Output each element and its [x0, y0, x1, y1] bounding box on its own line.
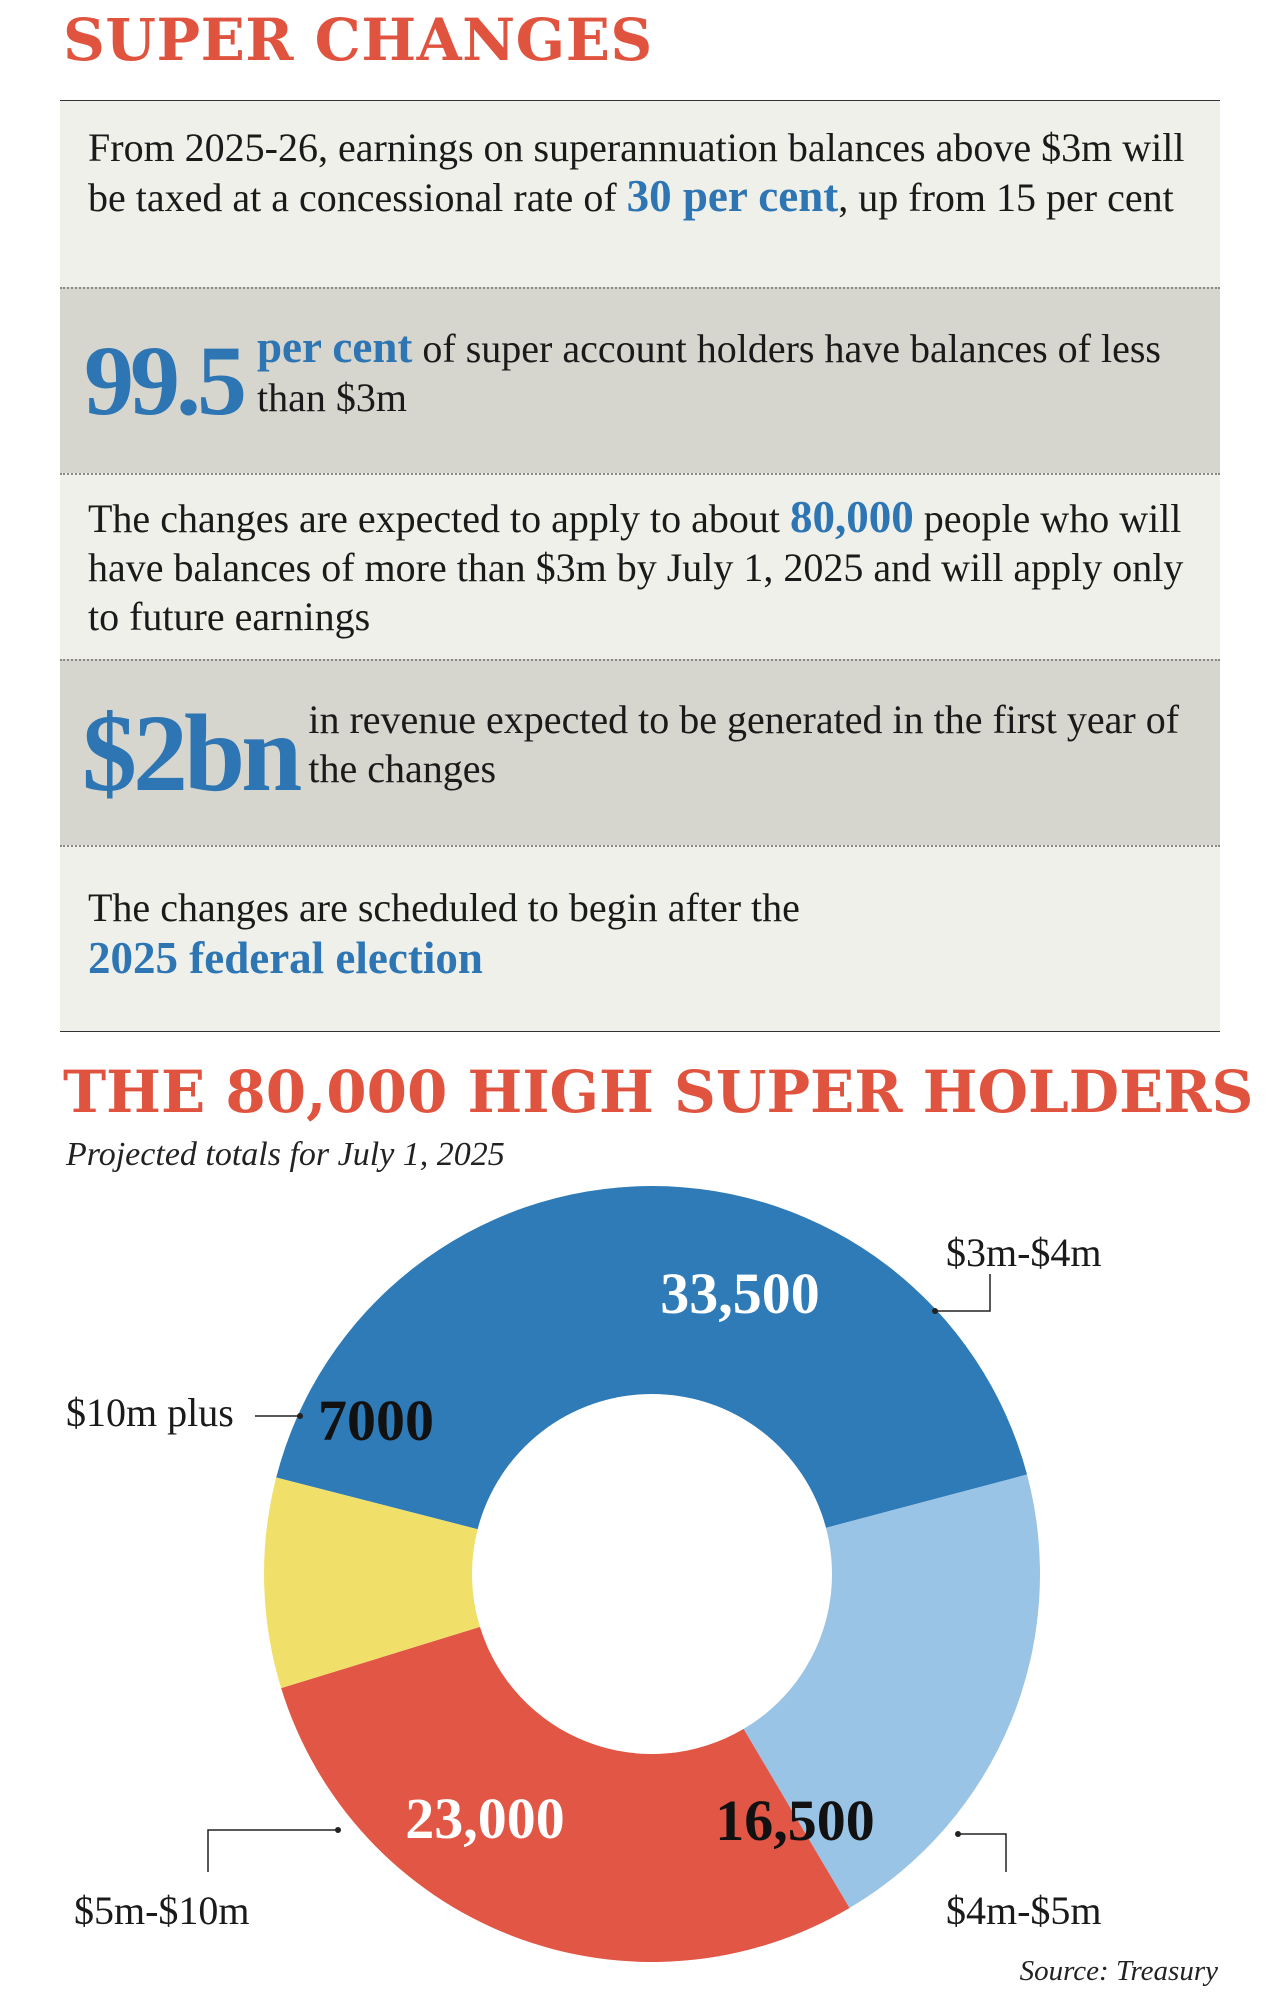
- slice-5m-10m: [281, 1626, 850, 1962]
- category-label-5m-10m: $5m-$10m: [74, 1888, 250, 1933]
- slice-4m-5m: [743, 1474, 1040, 1908]
- highlight-election: 2025 federal election: [88, 933, 483, 983]
- slice-10m-plus: [263, 1477, 480, 1689]
- panel-text: per cent of super account holders have b…: [257, 321, 1192, 422]
- panel-text-after: people who will have balances of more th…: [88, 496, 1184, 639]
- leader-dot-3m-4m: [932, 1308, 938, 1314]
- category-label-4m-5m: $4m-$5m: [946, 1888, 1102, 1933]
- source-note: Source: Treasury: [1019, 1955, 1218, 1987]
- chart-subtitle: Projected totals for July 1, 2025: [66, 1136, 505, 1173]
- value-label-4m-5m: 16,500: [715, 1788, 875, 1853]
- bottom-rule: [60, 1031, 1220, 1032]
- top-rule: [60, 100, 1220, 101]
- stat-2bn: $2bn: [82, 692, 302, 814]
- chart-title: THE 80,000 HIGH SUPER HOLDERS: [63, 1058, 1254, 1126]
- panel-balances-stat: 99.5 per cent of super account holders h…: [60, 287, 1220, 473]
- leader-line-3m-4m: [935, 1274, 991, 1312]
- highlight-per-cent: per cent: [257, 321, 413, 372]
- leader-dot-10m-plus: [297, 1413, 303, 1419]
- panel-text: in revenue expected to be generated in t…: [308, 697, 1180, 791]
- leader-line-5m-10m: [207, 1829, 338, 1872]
- highlight-rate: 30 per cent: [626, 171, 839, 221]
- highlight-80000: 80,000: [789, 492, 914, 542]
- panel-text-after: of super account holders have balances o…: [257, 325, 1161, 420]
- panel-text-before: The changes are scheduled to begin after…: [88, 885, 800, 930]
- panel-concessional-rate: From 2025-26, earnings on superannuation…: [60, 101, 1220, 287]
- category-label-3m-4m: $3m-$4m: [946, 1230, 1102, 1275]
- slice-3m-4m: [276, 1185, 1028, 1530]
- panel-text: The changes are expected to apply to abo…: [88, 493, 1192, 641]
- leader-dot-4m-5m: [955, 1831, 961, 1837]
- panel-revenue-stat: $2bn in revenue expected to be generated…: [60, 659, 1220, 845]
- value-label-10m-plus: 7000: [318, 1388, 434, 1453]
- value-label-3m-4m: 33,500: [660, 1261, 820, 1326]
- panel-text-after: , up from 15 per cent: [838, 175, 1174, 220]
- stat-99-5: 99.5: [84, 325, 247, 436]
- leader-dot-5m-10m: [335, 1827, 341, 1833]
- value-label-5m-10m: 23,000: [405, 1786, 565, 1851]
- panel-text-before: The changes are expected to apply to abo…: [88, 496, 790, 541]
- leader-line-4m-5m: [958, 1833, 1007, 1872]
- panel-text: From 2025-26, earnings on superannuation…: [88, 123, 1192, 222]
- panel-federal-election: The changes are scheduled to begin after…: [60, 845, 1220, 1031]
- main-title: SUPER CHANGES: [63, 6, 653, 74]
- panel-80000-people: The changes are expected to apply to abo…: [60, 473, 1220, 659]
- category-label-10m-plus: $10m plus: [66, 1390, 234, 1435]
- panel-text-before: From 2025-26, earnings on superannuation…: [88, 125, 1185, 220]
